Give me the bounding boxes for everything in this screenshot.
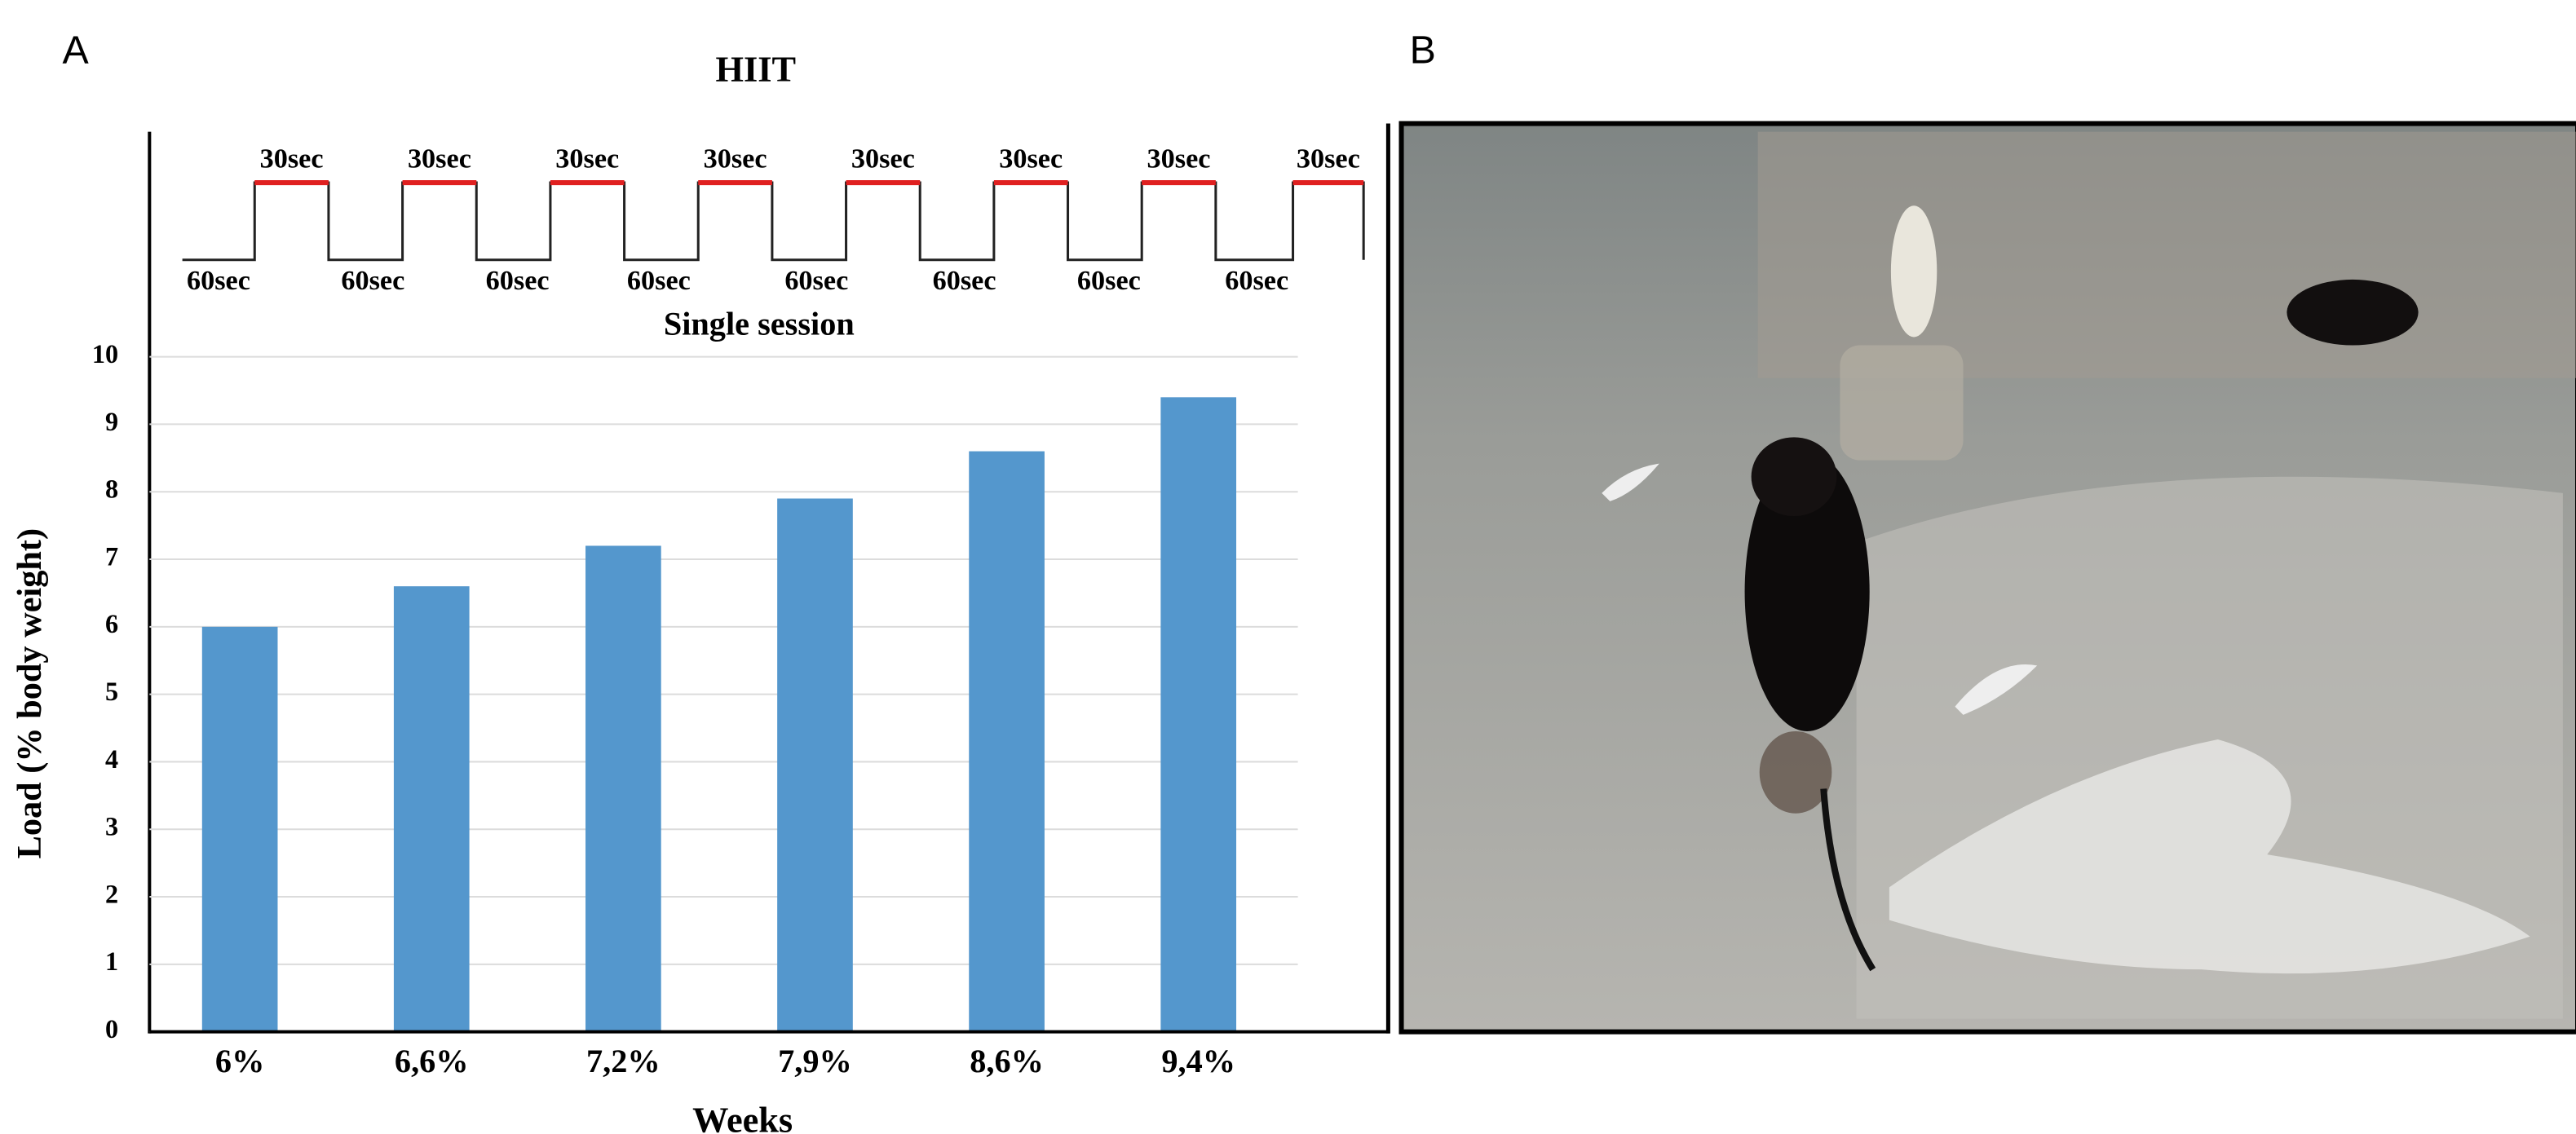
high-label: 30sec bbox=[408, 143, 471, 174]
photo bbox=[1402, 124, 2576, 1032]
high-label: 30sec bbox=[555, 143, 619, 174]
bar bbox=[777, 499, 853, 1032]
protocol-caption: Single session bbox=[664, 306, 855, 342]
high-label: 30sec bbox=[260, 143, 324, 174]
low-label: 60sec bbox=[627, 265, 691, 296]
bar bbox=[1160, 397, 1236, 1031]
bar bbox=[202, 627, 278, 1032]
low-label: 60sec bbox=[486, 265, 550, 296]
high-label: 30sec bbox=[851, 143, 915, 174]
x-tick-label: 9,4% bbox=[1161, 1043, 1235, 1079]
y-tick-label: 4 bbox=[105, 744, 118, 774]
low-label: 60sec bbox=[1077, 265, 1141, 296]
y-tick-label: 0 bbox=[105, 1014, 118, 1044]
panel-label: A bbox=[63, 29, 90, 73]
bar bbox=[585, 545, 661, 1031]
low-label: 60sec bbox=[933, 265, 996, 296]
low-label: 60sec bbox=[784, 265, 848, 296]
low-label: 60sec bbox=[1225, 265, 1288, 296]
y-tick-label: 8 bbox=[105, 474, 118, 504]
protocol-wave bbox=[183, 183, 1364, 260]
high-label: 30sec bbox=[1297, 143, 1360, 174]
y-tick-label: 1 bbox=[105, 946, 118, 976]
x-tick-label: 7,9% bbox=[778, 1043, 852, 1079]
bar bbox=[969, 452, 1045, 1032]
bar bbox=[394, 586, 470, 1031]
low-label: 60sec bbox=[187, 265, 250, 296]
x-tick-label: 7,2% bbox=[586, 1043, 661, 1079]
low-label: 60sec bbox=[341, 265, 404, 296]
y-tick-label: 9 bbox=[105, 407, 118, 436]
y-tick-label: 7 bbox=[105, 541, 118, 571]
x-axis-label: Weeks bbox=[692, 1101, 793, 1134]
x-tick-label: 6,6% bbox=[395, 1043, 469, 1079]
y-axis-label: Load (% body weight) bbox=[11, 528, 49, 858]
high-label: 30sec bbox=[999, 143, 1063, 174]
high-label: 30sec bbox=[1147, 143, 1211, 174]
x-tick-label: 8,6% bbox=[970, 1043, 1044, 1079]
figure: A B HIIT Single session Weeks Load (% bo… bbox=[0, 0, 2576, 1134]
y-tick-label: 10 bbox=[92, 339, 118, 368]
high-label: 30sec bbox=[704, 143, 767, 174]
chart-title: HIIT bbox=[715, 49, 796, 89]
y-tick-label: 6 bbox=[105, 609, 118, 638]
panel-label: B bbox=[1410, 29, 1436, 73]
x-tick-label: 6% bbox=[215, 1043, 264, 1079]
y-tick-label: 5 bbox=[105, 677, 118, 706]
y-tick-label: 2 bbox=[105, 879, 118, 908]
y-tick-label: 3 bbox=[105, 812, 118, 841]
